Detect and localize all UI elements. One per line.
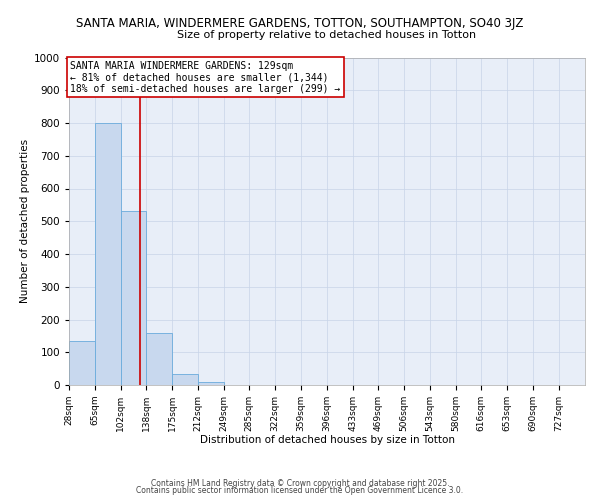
Text: Contains HM Land Registry data © Crown copyright and database right 2025.: Contains HM Land Registry data © Crown c… xyxy=(151,478,449,488)
Bar xyxy=(95,123,121,385)
Text: Contains public sector information licensed under the Open Government Licence 3.: Contains public sector information licen… xyxy=(136,486,464,495)
Bar xyxy=(146,332,172,385)
X-axis label: Distribution of detached houses by size in Totton: Distribution of detached houses by size … xyxy=(199,436,455,446)
Text: SANTA MARIA, WINDERMERE GARDENS, TOTTON, SOUTHAMPTON, SO40 3JZ: SANTA MARIA, WINDERMERE GARDENS, TOTTON,… xyxy=(76,18,524,30)
Bar xyxy=(69,341,95,385)
Bar xyxy=(198,382,224,385)
Bar xyxy=(121,212,146,385)
Bar xyxy=(172,374,198,385)
Text: SANTA MARIA WINDERMERE GARDENS: 129sqm
← 81% of detached houses are smaller (1,3: SANTA MARIA WINDERMERE GARDENS: 129sqm ←… xyxy=(70,61,341,94)
Title: Size of property relative to detached houses in Totton: Size of property relative to detached ho… xyxy=(178,30,476,40)
Y-axis label: Number of detached properties: Number of detached properties xyxy=(20,139,29,304)
